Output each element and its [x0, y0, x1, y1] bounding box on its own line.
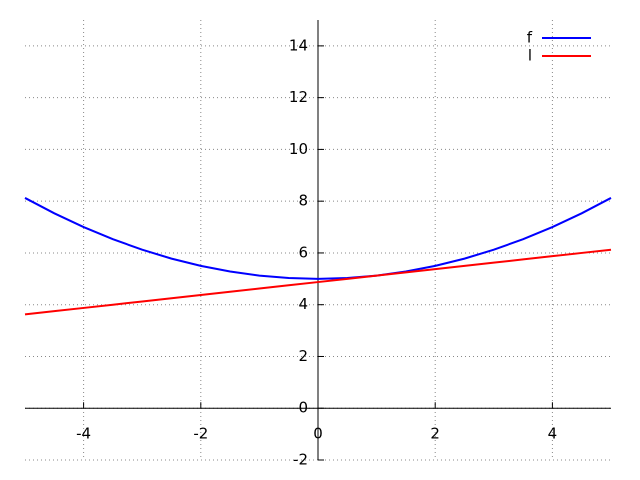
y-tick-label: 6 [298, 243, 308, 261]
legend-label: l [528, 47, 532, 65]
line-series [24, 197, 612, 280]
y-tick-label: 4 [298, 295, 308, 313]
x-tick-label: -4 [76, 425, 91, 443]
y-tick-label: 14 [289, 36, 308, 54]
y-tick-label: 8 [298, 192, 308, 210]
y-tick-label: 2 [298, 347, 308, 365]
line-series [24, 248, 612, 316]
x-tick-label: -2 [193, 425, 208, 443]
x-tick-label: 4 [548, 425, 558, 443]
x-tick-label: 2 [430, 425, 440, 443]
legend-label: f [527, 29, 533, 47]
y-tick-label: 12 [289, 88, 308, 106]
y-tick-label: 10 [289, 140, 308, 158]
y-tick-label: -2 [293, 451, 308, 469]
